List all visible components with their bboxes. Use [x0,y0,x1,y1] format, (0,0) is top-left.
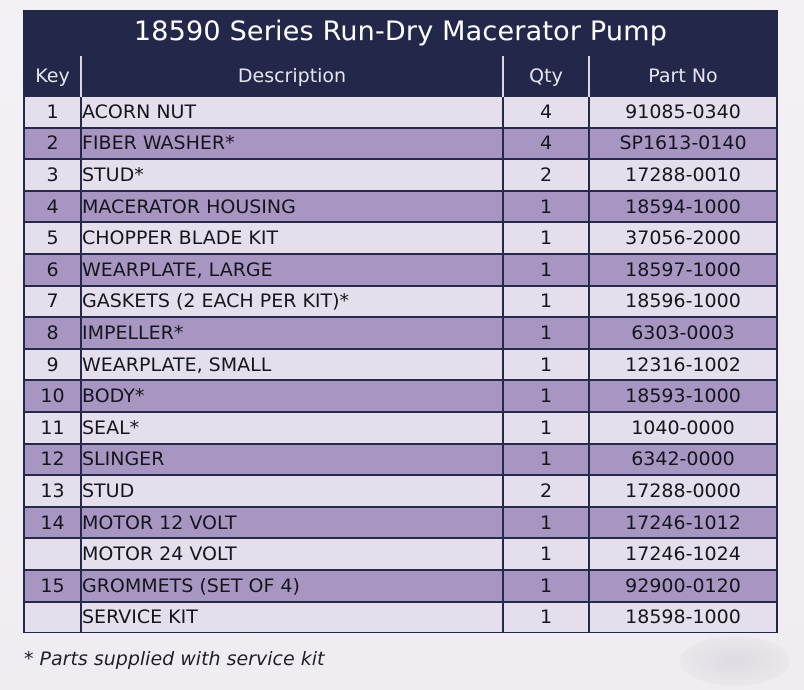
row-qty: 1 [502,284,589,318]
row-part-no: 12316-1002 [588,347,776,381]
row-qty: 1 [502,347,589,381]
row-description: BODY* [80,379,503,412]
row-description: CHOPPER BLADE KIT [80,221,503,254]
table-row: 4 MACERATOR HOUSING 1 18594-1000 [25,189,776,223]
table-row: 7 GASKETS (2 EACH PER KIT)* 1 18596-1000 [25,284,776,318]
row-qty: 1 [502,221,589,254]
row-part-no: 17246-1012 [588,505,776,539]
table-row: 13 STUD 2 17288-0000 [25,474,776,507]
row-key: 7 [25,284,81,318]
row-key: 13 [25,474,81,507]
row-description: SLINGER [80,442,503,476]
parts-table: Key Description Qty Part No 1 ACORN NUT 4 9… [25,56,776,633]
table-row: 5 CHOPPER BLADE KIT 1 37056-2000 [25,221,776,254]
row-part-no: 18597-1000 [588,252,776,286]
row-qty: 2 [502,474,589,507]
row-key: 5 [25,221,81,254]
row-part-no: 17288-0000 [588,474,776,507]
row-part-no: 37056-2000 [588,221,776,254]
column-header-description: Description [80,56,503,96]
row-key: 11 [25,410,81,444]
row-key: 1 [25,95,81,128]
row-qty: 1 [502,568,589,602]
row-key [25,537,81,570]
row-description: GROMMETS (SET OF 4) [80,568,503,602]
footnote: * Parts supplied with service kit [24,648,325,670]
row-part-no: 18598-1000 [588,600,776,633]
row-qty: 1 [502,252,589,286]
row-qty: 4 [502,95,589,128]
row-key: 12 [25,442,81,476]
table-row: 9 WEARPLATE, SMALL 1 12316-1002 [25,347,776,381]
table-row: 3 STUD* 2 17288-0010 [25,158,776,191]
row-key: 8 [25,316,81,349]
row-description: IMPELLER* [80,316,503,349]
table-row: 14 MOTOR 12 VOLT 1 17246-1012 [25,505,776,539]
table-row: 10 BODY* 1 18593-1000 [25,379,776,412]
row-qty: 1 [502,505,589,539]
row-qty: 1 [502,189,589,223]
row-description: MOTOR 12 VOLT [80,505,503,539]
row-qty: 1 [502,442,589,476]
parts-table-frame: 18590 Series Run-Dry Macerator Pump Key … [23,10,778,633]
row-part-no: 6342-0000 [588,442,776,476]
row-key: 3 [25,158,81,191]
row-key [25,600,81,633]
row-key: 9 [25,347,81,381]
row-qty: 1 [502,410,589,444]
row-part-no: 92900-0120 [588,568,776,602]
row-description: ACORN NUT [80,95,503,128]
table-row: SERVICE KIT 1 18598-1000 [25,600,776,633]
row-part-no: 91085-0340 [588,95,776,128]
column-header-part-no: Part No [588,56,776,96]
row-qty: 1 [502,379,589,412]
row-key: 2 [25,126,81,160]
row-description: MACERATOR HOUSING [80,189,503,223]
row-key: 15 [25,568,81,602]
parts-table-body: 1 ACORN NUT 4 91085-0340 2 FIBER WASHER* 4 SP16… [25,95,776,633]
row-part-no: 6303-0003 [588,316,776,349]
paper-smudge [680,636,790,686]
table-row: 12 SLINGER 1 6342-0000 [25,442,776,476]
row-qty: 4 [502,126,589,160]
row-part-no: 1040-0000 [588,410,776,444]
row-qty: 2 [502,158,589,191]
table-row: 8 IMPELLER* 1 6303-0003 [25,316,776,349]
row-qty: 1 [502,316,589,349]
row-description: SERVICE KIT [80,600,503,633]
row-description: STUD [80,474,503,507]
column-header-qty: Qty [502,56,589,96]
row-part-no: SP1613-0140 [588,126,776,160]
table-row: 1 ACORN NUT 4 91085-0340 [25,95,776,128]
row-qty: 1 [502,600,589,633]
row-part-no: 17246-1024 [588,537,776,570]
table-row: 11 SEAL* 1 1040-0000 [25,410,776,444]
row-description: GASKETS (2 EACH PER KIT)* [80,284,503,318]
table-row: MOTOR 24 VOLT 1 17246-1024 [25,537,776,570]
row-key: 14 [25,505,81,539]
row-key: 6 [25,252,81,286]
header-row: Key Description Qty Part No [25,56,776,96]
row-description: WEARPLATE, LARGE [80,252,503,286]
row-key: 4 [25,189,81,223]
row-qty: 1 [502,537,589,570]
row-key: 10 [25,379,81,412]
table-title: 18590 Series Run-Dry Macerator Pump [133,16,668,47]
row-description: STUD* [80,158,503,191]
row-description: WEARPLATE, SMALL [80,347,503,381]
row-part-no: 18594-1000 [588,189,776,223]
row-description: SEAL* [80,410,503,444]
row-part-no: 17288-0010 [588,158,776,191]
table-row: 15 GROMMETS (SET OF 4) 1 92900-0120 [25,568,776,602]
row-description: FIBER WASHER* [80,126,503,160]
table-row: 2 FIBER WASHER* 4 SP1613-0140 [25,126,776,160]
table-row: 6 WEARPLATE, LARGE 1 18597-1000 [25,252,776,286]
row-part-no: 18593-1000 [588,379,776,412]
row-description: MOTOR 24 VOLT [80,537,503,570]
row-part-no: 18596-1000 [588,284,776,318]
column-header-key: Key [25,56,81,96]
